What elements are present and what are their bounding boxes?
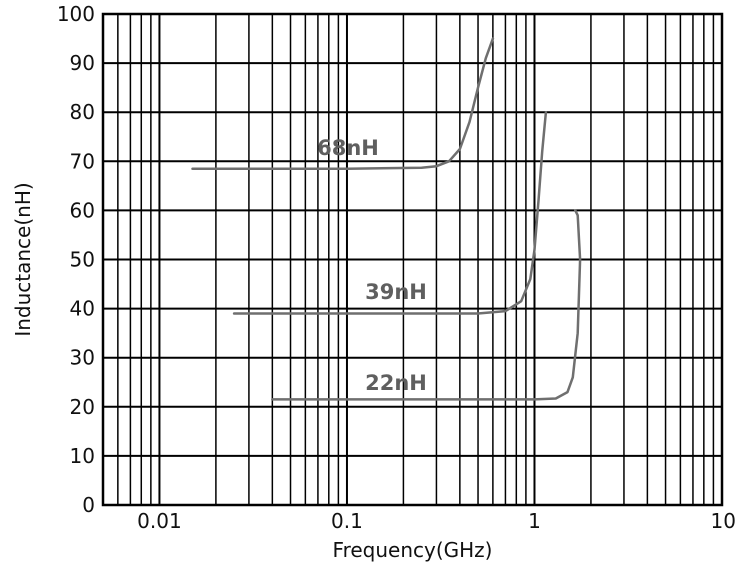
x-tick-label: 0.01 — [137, 509, 182, 533]
y-tick-label: 50 — [70, 248, 95, 272]
plot-frame — [101, 12, 724, 507]
y-tick-label: 80 — [70, 100, 95, 124]
y-tick-label: 0 — [82, 493, 95, 517]
series-line-22nh — [271, 209, 582, 401]
series-line-68nh — [191, 37, 495, 170]
y-tick-label: 100 — [57, 2, 95, 26]
x-tick-label: 1 — [528, 509, 541, 533]
y-tick-label: 60 — [70, 198, 95, 222]
y-tick-label: 70 — [70, 149, 95, 173]
x-axis-title: Frequency(GHz) — [333, 538, 493, 562]
y-tick-label: 20 — [70, 395, 95, 419]
series-line-39nh — [232, 110, 548, 315]
y-tick-label: 90 — [70, 51, 95, 75]
y-tick-label: 40 — [70, 297, 95, 321]
x-tick-label: 0.1 — [331, 509, 363, 533]
series-label-39nh: 39nH — [365, 280, 427, 304]
series-label-68nh: 68nH — [317, 136, 379, 160]
y-tick-label: 30 — [70, 346, 95, 370]
series-layer: 68nH 39nH 22nH — [191, 37, 582, 401]
x-tick-label: 10 — [711, 509, 736, 533]
tick-layer: 0 10 20 30 40 50 60 70 80 90 100 0.01 0.1 1 10 — [57, 2, 736, 533]
y-tick-label: 10 — [70, 444, 95, 468]
grid-layer — [102, 13, 723, 506]
series-label-22nh: 22nH — [365, 371, 427, 395]
y-axis-title: Inductance(nH) — [11, 182, 35, 336]
